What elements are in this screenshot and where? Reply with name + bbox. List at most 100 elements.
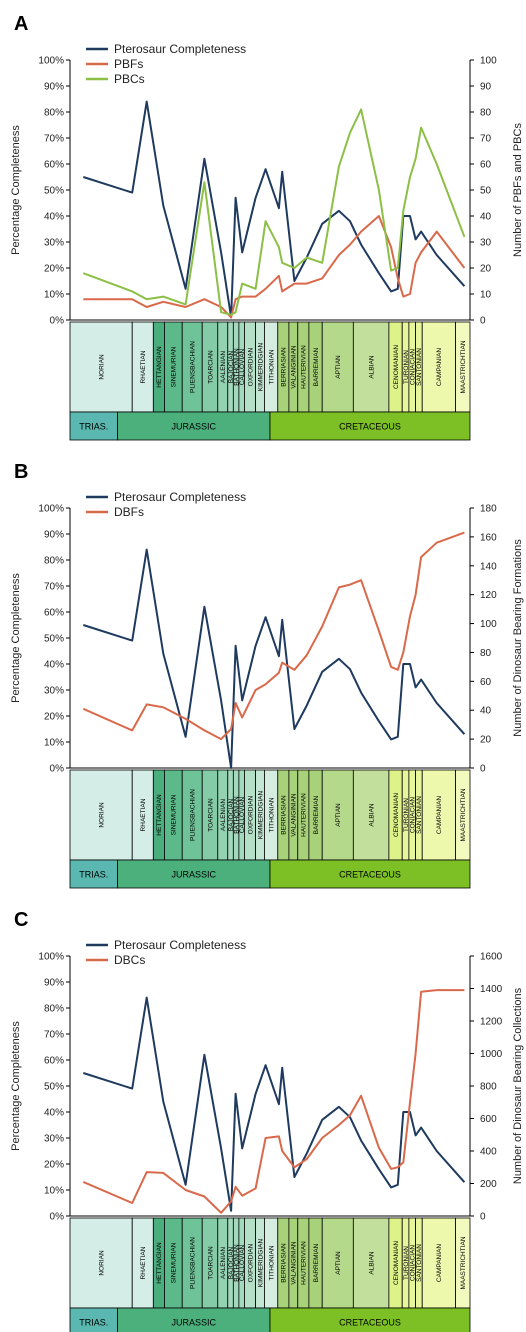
- y2-tick-label: 40: [480, 706, 492, 717]
- stage-label: RHAETIAN: [140, 350, 147, 383]
- stage-label: BATHONIAN: [233, 796, 240, 834]
- y-tick-label: 30%: [44, 686, 64, 697]
- stage-label: TITHONIAN: [268, 349, 275, 384]
- period-label: TRIAS.: [79, 870, 108, 880]
- legend-label: Pterosaur Completeness: [114, 938, 246, 952]
- stage-box: [352, 769, 390, 861]
- y-tick-label: 70%: [44, 134, 64, 145]
- stage-label: MAASTRICHTIAN: [460, 788, 467, 841]
- series-line-dbfs: [82, 531, 465, 741]
- y2-tick-label: 100: [480, 56, 497, 67]
- stage-label: OXFORDIAN: [247, 347, 254, 386]
- y2-tick-label: 0: [480, 1212, 486, 1223]
- y-tick-label: 10%: [44, 1186, 64, 1197]
- y2-tick-label: 1200: [480, 1017, 503, 1028]
- stage-label: BAJOCIAN: [228, 798, 235, 831]
- stage-label: CAMPANIAN: [436, 348, 443, 386]
- period-box: [117, 411, 271, 441]
- y2-tick-label: 70: [480, 134, 492, 145]
- y-tick-label: 80%: [44, 108, 64, 119]
- y2-tick-label: 0: [480, 316, 486, 327]
- y-tick-label: 90%: [44, 530, 64, 541]
- stage-box: [69, 769, 133, 861]
- panel-C: C 0% 10% 20% 30% 40% 50% 60% 70% 80% 90% 100% 0 200 40…: [10, 909, 524, 1332]
- stage-label: BARREMIAN: [313, 795, 320, 834]
- stage-label: TOARCIAN: [207, 798, 214, 832]
- y-tick-label: 20%: [44, 1160, 64, 1171]
- stage-label: BARREMIAN: [313, 347, 320, 386]
- panel-B: B 0% 10% 20% 30% 40% 50% 60% 70% 80% 90% 100% 0 20 40 6…: [10, 461, 524, 889]
- y2-tick-label: 120: [480, 590, 497, 601]
- legend-label: Pterosaur Completeness: [114, 490, 246, 504]
- series-line-pterosaur-completeness: [82, 548, 466, 769]
- stage-box: [352, 1217, 390, 1309]
- stage-label: HAUTERIVIAN: [301, 793, 308, 837]
- stage-label: TITHONIAN: [268, 797, 275, 832]
- stage-box: [69, 321, 133, 413]
- stage-label: CENOMANIAN: [393, 345, 400, 389]
- stage-label: KIMMERIDGIAN: [257, 343, 264, 392]
- stage-label: RHAETIAN: [140, 1246, 147, 1279]
- y2-axis-title: Number of Dinosaur Bearing Collections: [512, 987, 524, 1184]
- stage-label: VALANGINIAN: [291, 345, 298, 389]
- y2-tick-label: 30: [480, 238, 492, 249]
- y2-tick-label: 100: [480, 619, 497, 630]
- y2-tick-label: 20: [480, 735, 492, 746]
- stage-label: TURONIAN: [403, 350, 410, 384]
- stage-label: KIMMERIDGIAN: [257, 1239, 264, 1288]
- stage-label: OXFORDIAN: [247, 795, 254, 834]
- stage-label: CALLOVIAN: [239, 1244, 246, 1281]
- stage-label: RHAETIAN: [140, 798, 147, 831]
- y2-tick-label: 140: [480, 561, 497, 572]
- y-tick-label: 60%: [44, 608, 64, 619]
- stage-label: SANTONIAN: [416, 348, 423, 386]
- y2-tick-label: 800: [480, 1082, 497, 1093]
- stage-label: CENOMANIAN: [393, 793, 400, 837]
- stage-label: SINEMURIAN: [171, 794, 178, 835]
- stage-label: OXFORDIAN: [247, 1243, 254, 1282]
- y-axis-title: Percentage Completeness: [10, 1021, 22, 1151]
- stage-label: AALENIAN: [220, 351, 227, 383]
- panel-label: A: [14, 13, 28, 35]
- period-label: JURASSIC: [171, 1318, 216, 1328]
- legend-label: DBCs: [114, 953, 145, 967]
- period-box: [269, 1307, 471, 1332]
- stage-label: APTIAN: [335, 1251, 342, 1275]
- stage-label: BAJOCIAN: [228, 350, 235, 383]
- stage-label: NORIAN: [98, 802, 105, 828]
- y-tick-label: 30%: [44, 1134, 64, 1145]
- period-box: [269, 859, 471, 889]
- stage-label: BERRIASIAN: [281, 1243, 288, 1283]
- y-tick-label: 80%: [44, 556, 64, 567]
- period-label: CRETACEOUS: [339, 422, 401, 432]
- series-line-dbcs: [82, 989, 465, 1214]
- stage-label: KIMMERIDGIAN: [257, 791, 264, 840]
- stage-label: BATHONIAN: [233, 348, 240, 386]
- stage-label: HETTANGIAN: [156, 346, 163, 388]
- stage-label: BERRIASIAN: [281, 795, 288, 835]
- y2-tick-label: 80: [480, 108, 492, 119]
- stage-label: PLIENSBACHIAN: [190, 1237, 197, 1289]
- legend-label: DBFs: [114, 505, 144, 519]
- y-tick-label: 0%: [50, 764, 65, 775]
- stage-label: AALENIAN: [220, 1247, 227, 1279]
- stage-label: APTIAN: [335, 355, 342, 379]
- stage-label: CAMPANIAN: [436, 1244, 443, 1282]
- stage-label: TURONIAN: [403, 1246, 410, 1280]
- y-tick-label: 100%: [38, 952, 64, 963]
- y2-tick-label: 90: [480, 82, 492, 93]
- period-label: TRIAS.: [79, 1318, 108, 1328]
- stage-label: VALANGINIAN: [291, 793, 298, 837]
- stage-label: AALENIAN: [220, 799, 227, 831]
- panel-A: A 0% 10% 20% 30% 40% 50% 60% 70% 80% 90% 100% 0 10 20 3…: [10, 13, 524, 441]
- stage-label: HAUTERIVIAN: [301, 345, 308, 389]
- period-label: CRETACEOUS: [339, 870, 401, 880]
- stage-box: [321, 1217, 354, 1309]
- stage-label: BAJOCIAN: [228, 1246, 235, 1279]
- period-label: CRETACEOUS: [339, 1318, 401, 1328]
- legend-label: PBFs: [114, 57, 143, 71]
- stage-label: SINEMURIAN: [171, 346, 178, 387]
- y-tick-label: 40%: [44, 660, 64, 671]
- period-label: JURASSIC: [171, 422, 216, 432]
- y-tick-label: 80%: [44, 1004, 64, 1015]
